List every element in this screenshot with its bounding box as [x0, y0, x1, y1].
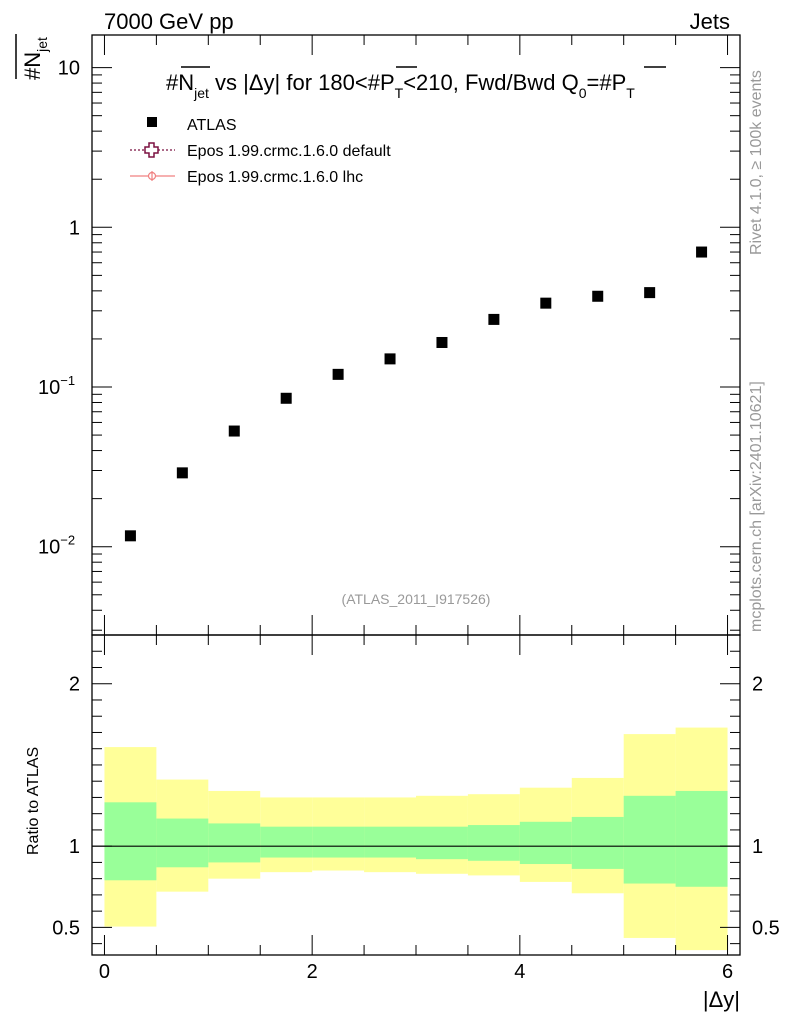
stat-uncertainty-band — [675, 790, 728, 887]
atlas-point — [280, 392, 292, 404]
stat-uncertainty-band — [571, 816, 624, 869]
ratio-y-tick-label-left: 0.5 — [52, 917, 80, 939]
x-tick-label: 2 — [307, 961, 318, 983]
stat-uncertainty-band — [156, 818, 209, 868]
atlas-point — [228, 425, 240, 437]
main-y-axis-label: #Njet — [20, 37, 50, 80]
stat-uncertainty-band — [467, 825, 520, 861]
x-tick-label: 6 — [722, 961, 733, 983]
atlas-point — [176, 467, 188, 479]
ratio-y-tick-label-left: 2 — [69, 674, 80, 696]
ratio-y-axis-label: Ratio to ATLAS — [25, 747, 42, 855]
ratio-y-ticks — [92, 650, 740, 945]
atlas-point — [644, 287, 656, 299]
atlas-point — [436, 336, 448, 348]
main-y-tick-label: 10−1 — [38, 373, 75, 399]
x-axis-label: |Δy| — [703, 987, 740, 1012]
legend-epos-default-label: Epos 1.99.crmc.1.6.0 default — [187, 143, 391, 160]
atlas-point — [384, 353, 396, 365]
ratio-y-tick-label-right: 1 — [752, 836, 763, 858]
atlas-point — [332, 368, 344, 380]
stat-uncertainty-band — [416, 826, 468, 860]
stat-uncertainty-band — [260, 826, 313, 858]
main-y-tick-label: 1 — [69, 217, 80, 239]
atlas-data-points — [124, 246, 708, 542]
main-y-tick-label: 10 — [58, 58, 80, 80]
main-y-ticks — [92, 67, 740, 631]
ratio-y-tick-label-left: 1 — [69, 836, 80, 858]
atlas-point — [540, 297, 552, 309]
atlas-point — [696, 246, 708, 258]
ratio-bands — [104, 727, 728, 951]
stat-uncertainty-band — [623, 795, 676, 884]
atlas-point — [124, 530, 136, 542]
rivet-label: Rivet 4.1.0, ≥ 100k events — [748, 70, 765, 255]
ratio-panel: 0.5 0.5 1 1 2 2 0 2 4 6 Ratio to ATLAS |Δy| — [25, 634, 780, 1012]
atlas-point — [592, 290, 604, 302]
legend-atlas-label: ATLAS — [187, 117, 237, 134]
energy-label: 7000 GeV pp — [104, 9, 234, 34]
legend-epos-lhc-label: Epos 1.99.crmc.1.6.0 lhc — [187, 169, 363, 186]
legend: ATLAS Epos 1.99.crmc.1.6.0 default Epos … — [130, 117, 391, 186]
stat-uncertainty-band — [312, 826, 365, 858]
ratio-y-tick-labels: 0.5 0.5 1 1 2 2 — [52, 674, 780, 940]
main-y-tick-label: 10−2 — [38, 533, 75, 559]
main-y-tick-labels: 10−2 10−1 1 10 — [38, 58, 80, 559]
ratio-y-tick-label-right: 2 — [752, 674, 763, 696]
main-panel: 10−2 10−1 1 10 #Njet #Njet vs |Δy| for 180<… — [15, 34, 741, 636]
atlas-point — [488, 313, 500, 325]
mcplots-label: mcplots.cern.ch [arXiv:2401.10621] — [748, 381, 765, 632]
chart-title: #Njet vs |Δy| for 180<#PT<210, Fwd/Bwd Q… — [166, 70, 635, 101]
process-label: Jets — [690, 9, 730, 34]
main-x-ticks — [103, 35, 729, 635]
legend-atlas-marker — [147, 117, 157, 127]
x-tick-label: 4 — [514, 961, 525, 983]
stat-uncertainty-band — [519, 821, 572, 865]
ratio-x-tick-labels: 0 2 4 6 — [99, 961, 733, 983]
ratio-x-ticks — [103, 635, 729, 955]
stat-uncertainty-band — [208, 823, 261, 863]
ratio-y-tick-label-right: 0.5 — [752, 917, 780, 939]
stat-uncertainty-band — [104, 802, 157, 881]
legend-epos-default-marker — [144, 142, 159, 158]
x-tick-label: 0 — [99, 961, 110, 983]
stat-uncertainty-band — [364, 826, 416, 858]
analysis-watermark: (ATLAS_2011_I917526) — [342, 591, 491, 607]
